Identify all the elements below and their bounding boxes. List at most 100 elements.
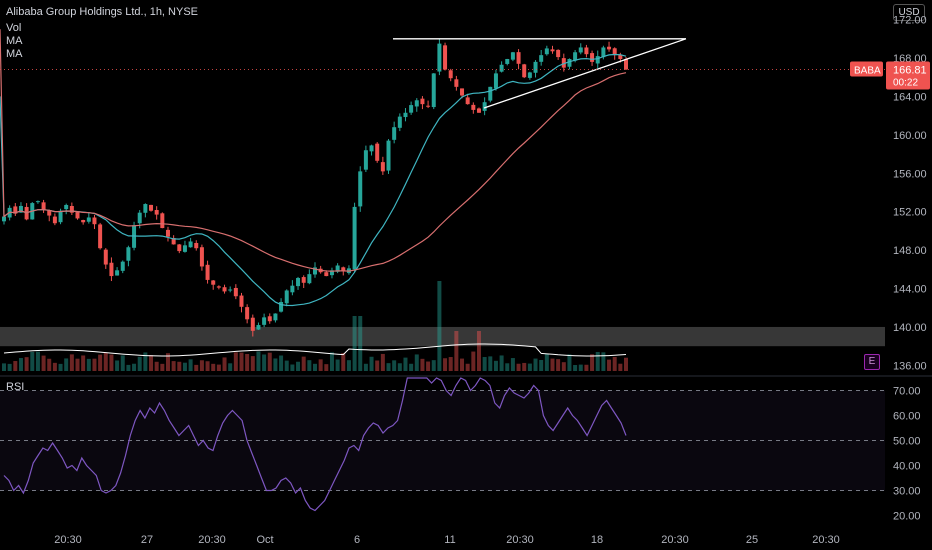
candle-body — [149, 204, 154, 211]
candle-body — [601, 47, 606, 58]
volume-bar — [160, 363, 165, 371]
volume-bar — [222, 357, 227, 371]
volume-bar — [550, 358, 555, 371]
earnings-event-badge[interactable]: E — [864, 354, 880, 370]
volume-bar — [386, 363, 391, 371]
candle-body — [47, 210, 52, 216]
volume-bar — [211, 363, 216, 371]
volume-bar — [318, 359, 323, 371]
candle-body — [284, 290, 289, 304]
candle-body — [81, 220, 86, 223]
volume-bar — [510, 358, 515, 371]
candle-body — [578, 47, 583, 53]
candle-body — [239, 295, 244, 307]
volume-bar — [584, 364, 589, 371]
volume-bar — [262, 354, 267, 371]
candle-body — [177, 244, 182, 252]
volume-bar — [307, 360, 312, 371]
candle-body — [115, 270, 120, 276]
currency-selector[interactable]: USD — [893, 4, 925, 21]
candle-body — [533, 61, 538, 73]
volume-bar — [465, 363, 470, 371]
volume-bar — [58, 363, 63, 371]
candle-body — [488, 86, 493, 101]
last-price-label: 166.81 — [893, 64, 927, 76]
volume-bar — [313, 363, 317, 371]
price-tick-label: 144.00 — [893, 284, 927, 296]
volume-bar — [18, 358, 23, 371]
time-tick-label: 20:30 — [54, 534, 82, 546]
candle-body — [539, 55, 544, 62]
volume-bar — [188, 359, 193, 371]
volume-bar — [426, 361, 431, 371]
candle-body — [544, 48, 549, 55]
volume-bar — [522, 362, 527, 371]
volume-bar — [205, 361, 210, 371]
candle-body — [335, 265, 340, 272]
price-tick-label: 156.00 — [893, 168, 927, 180]
price-tick-label: 160.00 — [893, 130, 927, 142]
candle-body — [182, 245, 187, 252]
candle-body — [233, 287, 238, 297]
chart-title: Alibaba Group Holdings Ltd., 1h, NYSE — [6, 6, 199, 18]
volume-bar — [329, 352, 334, 371]
candle-body — [527, 72, 532, 78]
candle-body — [380, 162, 385, 172]
candle-body — [493, 73, 498, 89]
volume-bar — [279, 355, 284, 371]
ma-legend-1[interactable]: MA — [6, 35, 23, 47]
time-tick-label: Oct — [256, 534, 273, 546]
ma-legend-2[interactable]: MA — [6, 48, 23, 60]
rsi-tick-label: 40.00 — [893, 461, 921, 473]
volume-bar — [35, 351, 40, 371]
volume-legend[interactable]: Vol — [6, 22, 22, 34]
volume-bar — [103, 352, 108, 371]
volume-bar — [601, 352, 606, 371]
support-zone — [0, 326, 885, 347]
candle-body — [476, 108, 481, 113]
candle-body — [448, 70, 453, 79]
candle-body — [471, 104, 476, 110]
candle-body — [290, 285, 295, 293]
price-tick-label: 140.00 — [893, 322, 927, 334]
volume-bar — [482, 357, 487, 371]
volume-bar — [149, 355, 154, 371]
rsi-tick-label: 20.00 — [893, 511, 921, 523]
volume-bar — [624, 357, 628, 371]
candle-body — [612, 48, 617, 56]
volume-bar — [47, 358, 52, 371]
volume-bar — [233, 352, 238, 371]
time-tick-label: 20:30 — [506, 534, 534, 546]
candle-body — [352, 206, 357, 270]
time-tick-label: 11 — [444, 534, 455, 546]
candle-body — [375, 143, 380, 161]
candle-body — [165, 229, 170, 237]
volume-bar — [505, 363, 510, 371]
candle-body — [75, 212, 80, 219]
candle-body — [262, 317, 267, 325]
volume-bar — [69, 354, 74, 371]
candle-body — [2, 216, 6, 222]
candle-body — [573, 52, 578, 61]
volume-bar — [24, 357, 29, 371]
candle-body — [409, 105, 414, 113]
volume-bar — [573, 364, 578, 371]
candle-body — [52, 216, 57, 224]
rsi-tick-label: 70.00 — [893, 386, 921, 398]
volume-bar — [527, 363, 532, 371]
volume-bar — [199, 360, 204, 371]
time-tick-label: 20:30 — [812, 534, 840, 546]
time-tick-label: 18 — [591, 534, 603, 546]
time-tick-label: 20:30 — [198, 534, 226, 546]
volume-bar — [363, 363, 368, 371]
bar-countdown-label: 00:22 — [893, 77, 918, 88]
volume-bar — [30, 351, 35, 371]
ma-fast-line — [0, 53, 627, 307]
candle-body — [205, 264, 210, 280]
volume-bar — [194, 364, 199, 371]
volume-bar — [567, 354, 572, 371]
candle-body — [595, 56, 600, 64]
volume-bar — [454, 331, 459, 371]
